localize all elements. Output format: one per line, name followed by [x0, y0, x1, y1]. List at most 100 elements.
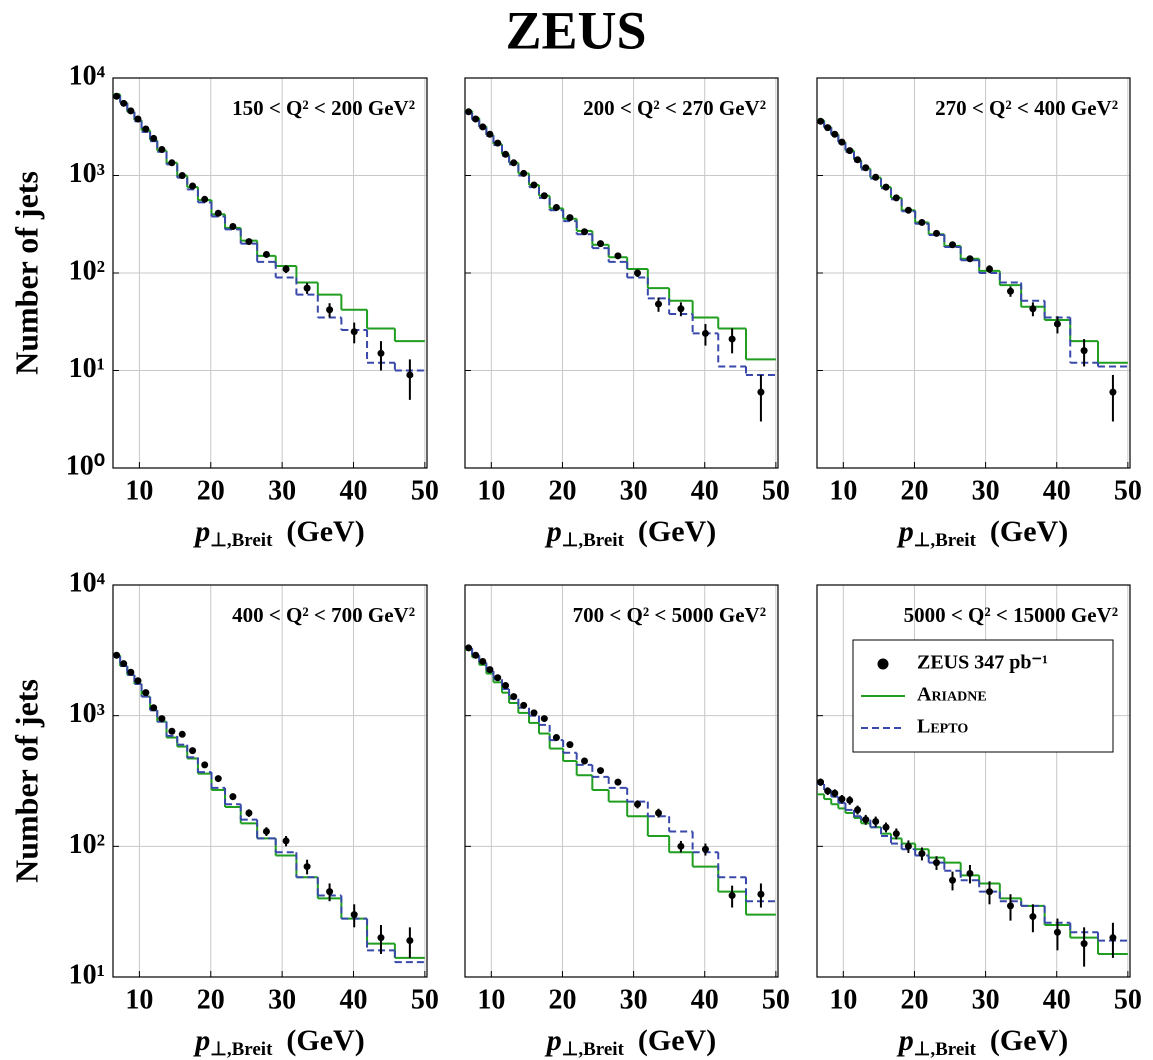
plot-frame — [464, 584, 779, 978]
data-point — [510, 159, 518, 167]
data-point — [465, 644, 473, 652]
data-point — [127, 668, 135, 676]
panel-label: 150 < Q² < 200 GeV² — [232, 96, 415, 120]
data-point — [831, 130, 839, 138]
x-axis-label: p⊥,Breit (GeV) — [192, 1024, 364, 1060]
data-point — [494, 139, 502, 147]
x-tick-label: 50 — [411, 984, 439, 1015]
x-label-unit: (GeV) — [990, 1024, 1068, 1057]
data-point — [581, 228, 589, 236]
data-point — [949, 876, 957, 884]
data-point — [862, 164, 870, 172]
data-point — [479, 657, 487, 665]
data-point — [677, 305, 685, 313]
data-point — [817, 778, 825, 786]
data-point — [540, 715, 548, 723]
x-tick-label: 30 — [268, 475, 296, 506]
y-tick-label: 10¹ — [69, 353, 105, 384]
data-point — [326, 306, 334, 314]
data-point — [142, 689, 150, 697]
plot-frame — [464, 77, 779, 469]
data-point — [113, 651, 121, 659]
data-point — [824, 124, 832, 132]
panel-label: 5000 < Q² < 15000 GeV² — [904, 603, 1118, 627]
data-point — [949, 241, 957, 249]
x-tick-label: 10 — [125, 475, 153, 506]
data-point — [552, 203, 560, 211]
x-axis-label: p⊥,Breit (GeV) — [896, 1024, 1068, 1060]
x-tick-label: 50 — [1114, 984, 1142, 1015]
data-point — [986, 265, 994, 273]
data-point — [566, 741, 574, 749]
y-tick-label: 10⁴ — [69, 567, 106, 598]
data-point — [566, 214, 574, 222]
data-point — [502, 682, 510, 690]
legend: ZEUS 347 pb⁻¹ Ariadne Lepto — [852, 639, 1114, 753]
data-point — [1080, 940, 1088, 948]
y-tick-label: 10¹ — [69, 959, 105, 990]
data-point — [486, 130, 494, 138]
data-point — [872, 817, 880, 825]
data-point — [701, 845, 709, 853]
x-tick-label: 50 — [411, 475, 439, 506]
data-point — [245, 809, 253, 817]
data-point — [158, 715, 166, 723]
data-point — [520, 169, 528, 177]
data-point — [552, 734, 560, 742]
data-point — [158, 145, 166, 153]
panel: 10 20 30 40 50 700 < Q² < 5000 GeV² p⊥,Breit (G… — [464, 584, 790, 1060]
data-point — [1053, 928, 1061, 936]
x-label-subscript: ⊥,Breit — [914, 530, 977, 551]
data-point — [854, 156, 862, 164]
panel-label: 400 < Q² < 700 GeV² — [232, 603, 415, 627]
data-point — [854, 806, 862, 814]
data-point — [1053, 320, 1061, 328]
x-label-subscript: ⊥,Breit — [914, 1039, 977, 1060]
data-point — [872, 173, 880, 181]
y-axis-label: Number of jets — [8, 171, 44, 375]
data-point — [846, 796, 854, 804]
data-point — [262, 250, 270, 258]
data-point — [530, 181, 538, 189]
x-label-unit: (GeV) — [638, 1024, 716, 1057]
x-label-symbol: p — [544, 1024, 562, 1057]
data-point — [904, 842, 912, 850]
data-point — [282, 265, 290, 273]
data-point — [1029, 913, 1037, 921]
data-point — [654, 809, 662, 817]
x-tick-label: 30 — [972, 984, 1000, 1015]
data-point — [120, 99, 128, 107]
x-tick-label: 30 — [268, 984, 296, 1015]
data-point — [201, 195, 209, 203]
panel-label: 200 < Q² < 270 GeV² — [583, 96, 766, 120]
data-point — [377, 934, 385, 942]
x-tick-label: 40 — [339, 984, 367, 1015]
x-axis-label: p⊥,Breit (GeV) — [192, 515, 364, 551]
x-tick-label: 20 — [548, 984, 576, 1015]
data-point — [918, 850, 926, 858]
data-point — [1029, 305, 1037, 313]
panel: 10 20 30 40 50 5000 < Q² < 15000 GeV² p⊥,Breit… — [816, 584, 1142, 1060]
x-tick-label: 50 — [762, 984, 790, 1015]
panel: 10 20 30 40 50 200 < Q² < 270 GeV² p⊥,Breit (Ge… — [464, 77, 790, 551]
plot-frame — [816, 584, 1131, 978]
x-axis-label: p⊥,Breit (GeV) — [544, 515, 716, 551]
data-point — [540, 192, 548, 200]
legend-label: ZEUS 347 pb⁻¹ — [917, 652, 1048, 674]
x-label-unit: (GeV) — [990, 515, 1068, 548]
x-tick-label: 10 — [477, 984, 505, 1015]
data-point — [472, 651, 480, 659]
x-label-subscript: ⊥,Breit — [562, 530, 625, 551]
x-label-unit: (GeV) — [286, 515, 364, 548]
data-point — [728, 892, 736, 900]
plot-frame — [112, 77, 428, 469]
data-point — [634, 269, 642, 277]
data-point — [502, 150, 510, 158]
x-tick-label: 20 — [900, 475, 928, 506]
data-point — [201, 761, 209, 769]
x-label-symbol: p — [896, 1024, 914, 1057]
data-point — [229, 222, 237, 230]
plot-frame — [816, 77, 1131, 469]
x-axis-label: p⊥,Breit (GeV) — [544, 1024, 716, 1060]
x-label-subscript: ⊥,Breit — [210, 1039, 273, 1060]
